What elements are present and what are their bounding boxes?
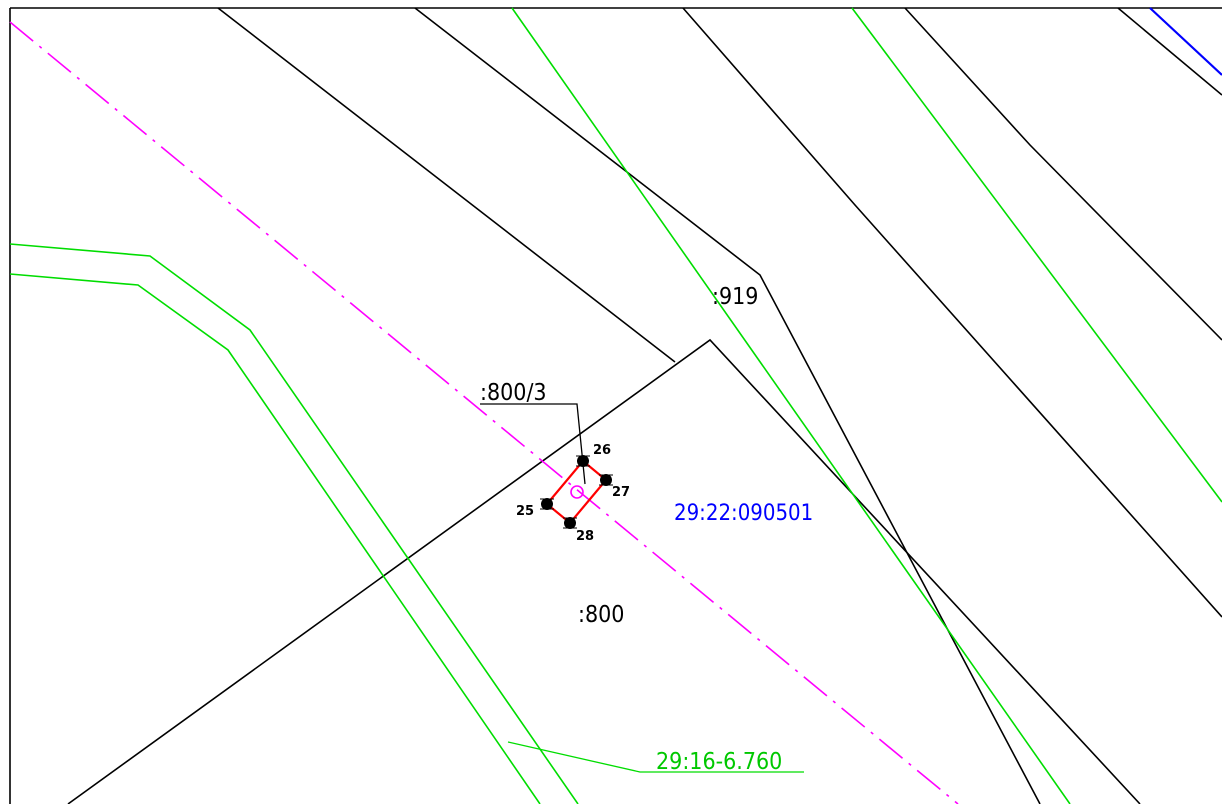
- label-zone[interactable]: 29:16-6.760: [656, 749, 782, 775]
- zone-line-1: [511, 7, 1071, 804]
- label-parcel-800[interactable]: :800: [578, 602, 624, 628]
- point-label-27: 27: [612, 485, 630, 500]
- point-26[interactable]: 26: [576, 443, 611, 467]
- boundary-line-4: [904, 7, 1222, 341]
- boundary-line-2: [414, 7, 1041, 804]
- center-marker-icon: [570, 485, 584, 499]
- boundary-line-3: [682, 7, 1222, 618]
- point-27[interactable]: 27: [599, 474, 630, 500]
- zone-line-3: [9, 243, 579, 804]
- leader-zone: [507, 741, 804, 773]
- point-marker-icon: [577, 455, 589, 467]
- point-28[interactable]: 28: [563, 517, 594, 544]
- point-marker-icon: [564, 517, 576, 529]
- point-marker-icon: [541, 498, 553, 510]
- leader-800-3: [480, 403, 586, 485]
- point-label-26: 26: [593, 443, 611, 458]
- point-label-25: 25: [516, 504, 534, 519]
- boundary-line-5: [1117, 7, 1222, 96]
- point-25[interactable]: 25: [516, 498, 554, 519]
- label-parcel-800-3[interactable]: :800/3: [480, 380, 547, 406]
- boundary-line-1: [217, 7, 676, 363]
- point-marker-icon: [600, 474, 612, 486]
- parcel-800-3-polygon[interactable]: [545, 459, 608, 525]
- zone-line-4: [9, 273, 541, 804]
- boundary-points: 25 26 27 28: [516, 443, 630, 544]
- zone-line-2: [851, 7, 1222, 503]
- boundary-parcel-800: [67, 338, 1141, 804]
- label-parcel-919[interactable]: :919: [712, 284, 758, 310]
- label-quarter[interactable]: 29:22:090501: [674, 501, 813, 526]
- quarter-boundary: [1149, 7, 1222, 76]
- point-label-28: 28: [576, 529, 594, 544]
- axis-line: [9, 21, 959, 804]
